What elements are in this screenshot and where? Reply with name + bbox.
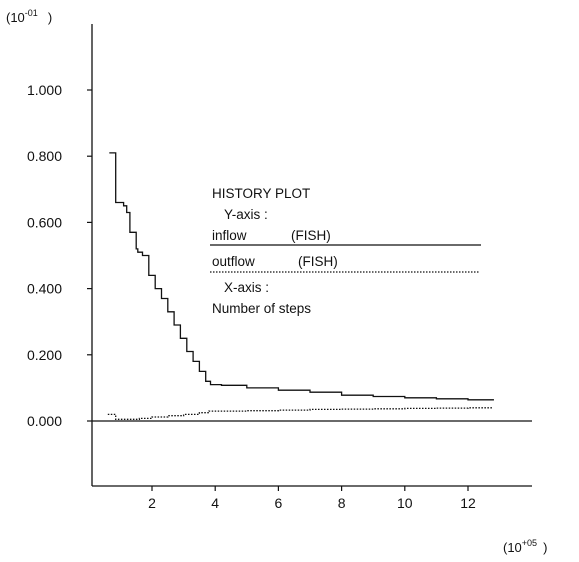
- series-line-outflow: [107, 407, 494, 420]
- y-tick-label: 0.200: [27, 347, 62, 363]
- x-tick-label: 4: [211, 495, 219, 511]
- x-tick-label: 10: [397, 495, 413, 511]
- x-scale-exp: +05: [522, 538, 537, 548]
- legend-x-axis-desc: Number of steps: [212, 301, 311, 316]
- y-tick-label: 1.000: [27, 82, 62, 98]
- legend-x-axis-label: X-axis :: [224, 280, 269, 295]
- x-scale-close: ): [543, 540, 547, 555]
- y-scale-label: (10-01): [6, 8, 52, 25]
- y-ticks: 0.000 0.200 0.400 0.600 0.800 1.000: [27, 82, 92, 429]
- legend-title: HISTORY PLOT: [212, 186, 310, 201]
- legend: HISTORY PLOT Y-axis : inflow (FISH) outf…: [210, 186, 481, 316]
- axes: [91, 24, 532, 487]
- x-tick-label: 6: [275, 495, 283, 511]
- y-scale-base: (10: [6, 10, 25, 25]
- y-scale-close: ): [48, 10, 52, 25]
- x-scale-base: (10: [503, 540, 522, 555]
- legend-outflow-label: outflow: [212, 254, 255, 269]
- x-ticks: 2 4 6 8 10 12: [148, 486, 476, 511]
- series-lines: [107, 152, 494, 420]
- legend-inflow-label: inflow: [212, 228, 247, 243]
- y-tick-label: 0.400: [27, 281, 62, 297]
- legend-y-axis-label: Y-axis :: [224, 207, 268, 222]
- x-tick-label: 8: [338, 495, 346, 511]
- x-scale-label: (10+05): [503, 538, 547, 555]
- y-tick-label: 0.800: [27, 148, 62, 164]
- legend-outflow-source: (FISH): [298, 254, 338, 269]
- x-tick-label: 12: [460, 495, 476, 511]
- series-line-inflow: [109, 152, 494, 401]
- y-tick-label: 0.000: [27, 413, 62, 429]
- x-tick-label: 2: [148, 495, 156, 511]
- legend-inflow-source: (FISH): [291, 228, 331, 243]
- y-tick-label: 0.600: [27, 214, 62, 230]
- y-scale-exp: -01: [25, 8, 38, 18]
